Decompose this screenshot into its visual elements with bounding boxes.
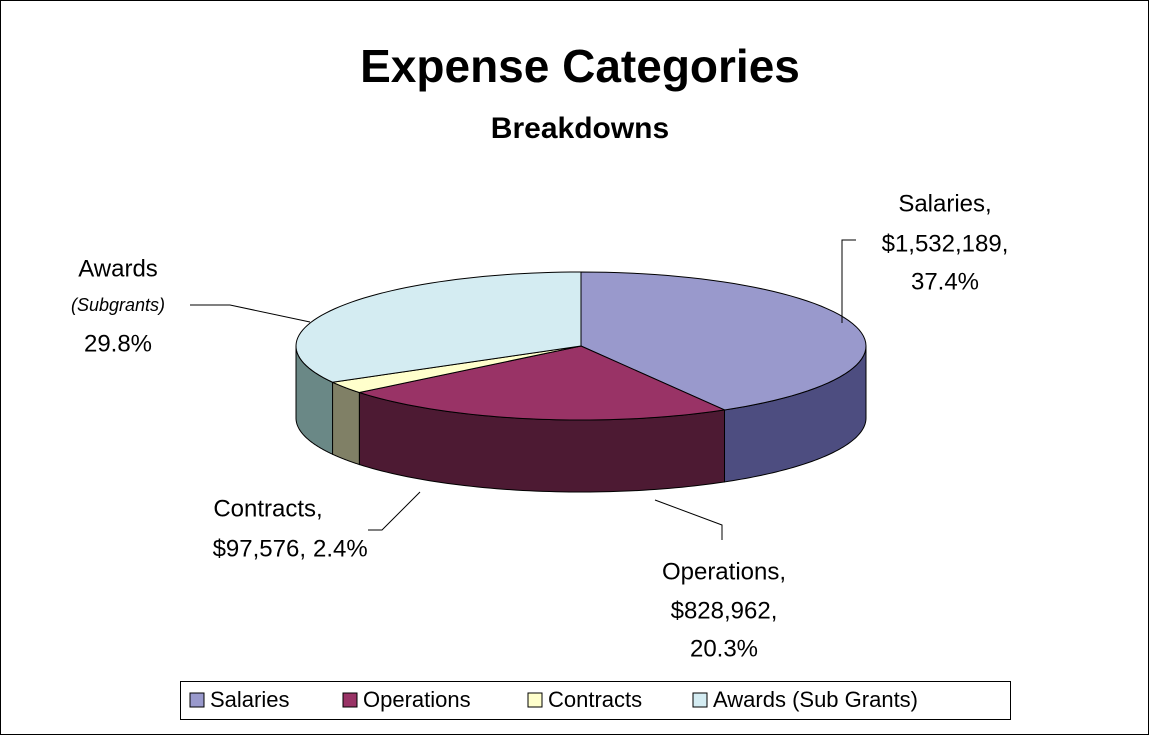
slice-label: Operations,: [662, 558, 786, 585]
legend-label: Operations: [363, 687, 471, 712]
slice-label: Salaries,: [898, 190, 991, 217]
legend-swatch: [189, 692, 205, 708]
chart-subtitle: Breakdowns: [491, 112, 669, 145]
legend-items: Salaries Operations Contracts Awards (Sub G…: [189, 687, 918, 712]
slice: [295, 271, 582, 383]
slice-label: Awards: [78, 255, 158, 282]
value-label: 20.3%: [690, 635, 758, 662]
leader-line: [368, 491, 421, 531]
legend-swatch: [527, 692, 543, 708]
slice-label: Contracts,: [213, 495, 322, 522]
leader-line: [841, 239, 856, 323]
pie: [295, 271, 867, 493]
leader-line: [190, 304, 311, 323]
slice-side: [332, 381, 360, 466]
legend-label: Salaries: [210, 687, 289, 712]
value-label: 37.4%: [911, 268, 979, 295]
leader-line: [654, 499, 723, 540]
chart-title: Expense Categories: [360, 40, 800, 92]
value-label: 2.4%: [313, 535, 368, 562]
amount-label: $97,576,: [213, 535, 306, 562]
amount-label: $828,962,: [671, 597, 778, 624]
slice: [357, 345, 727, 421]
legend-swatch: [342, 692, 358, 708]
slice: [580, 271, 867, 411]
legend: [180, 681, 1011, 720]
amount-label: $1,532,189,: [882, 230, 1009, 257]
slice: [330, 345, 582, 394]
value-label: 29.8%: [84, 330, 152, 357]
legend-label: Awards (Sub Grants): [713, 687, 918, 712]
legend-swatch: [692, 692, 708, 708]
legend-label: Contracts: [548, 687, 642, 712]
annotation: (Subgrants): [71, 295, 165, 315]
